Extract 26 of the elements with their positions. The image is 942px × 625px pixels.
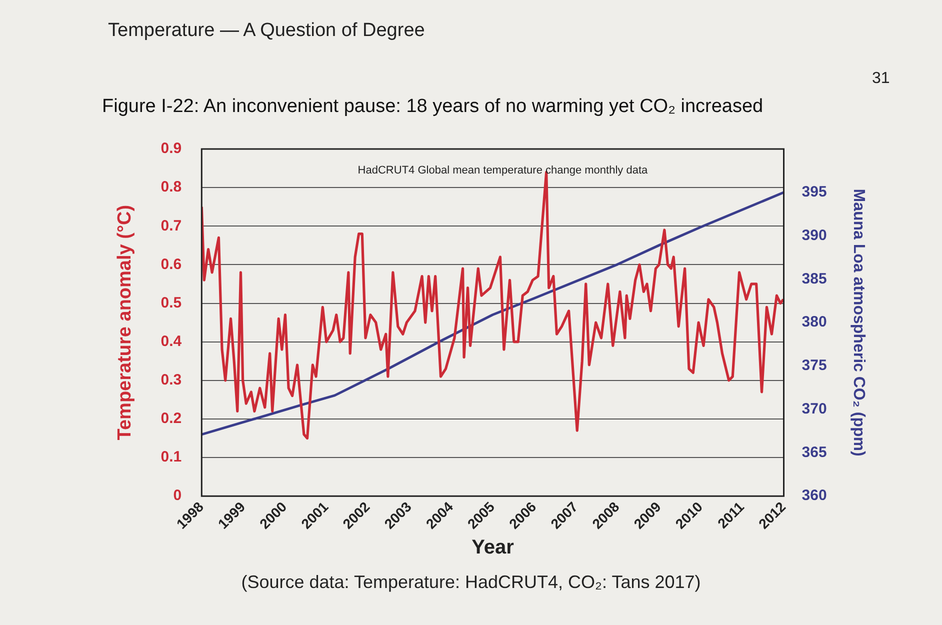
y-tick-label: 0.1: [160, 448, 182, 466]
y-tick-label: 0: [173, 487, 182, 504]
text: HadCRUT4 Global mean temperature change monthly data: [358, 164, 648, 177]
y2-tick-label: 385: [802, 270, 827, 288]
chart-title: Figure I-22: An inconvenient pause: 18 years of no warming yet CO₂ increased: [102, 96, 764, 118]
y2-tick-label: 380: [802, 314, 827, 331]
y-tick-label: 0.3: [160, 372, 182, 389]
y-tick-label: 0.9: [160, 140, 182, 158]
y-axis-title: Temperature anomaly (°C): [114, 204, 136, 440]
text: (Source data: Temperature: HadCRUT4, CO₂: Tans 2017): [240, 572, 702, 593]
y-tick-label: 0.4: [160, 332, 182, 350]
y-tick-label: 0.2: [160, 410, 182, 428]
y2-tick-label: 395: [802, 184, 827, 201]
y2-tick-label: 390: [802, 226, 827, 244]
y-tick-label: 0.7: [160, 217, 182, 234]
text: 31: [872, 70, 890, 88]
y2-tick-label: 370: [802, 400, 827, 418]
y-tick-label: 0.8: [160, 178, 182, 196]
y-tick-label: 0.5: [160, 294, 182, 312]
text: Temperature — A Question of Degree: [108, 20, 425, 42]
y2-axis-title: Mauna Loa atmospheric CO₂ (ppm): [850, 188, 867, 456]
y-tick-label: 0.6: [160, 256, 182, 273]
x-axis-title: Year: [472, 536, 514, 559]
y2-tick-label: 375: [802, 357, 827, 374]
y2-tick-label: 360: [802, 487, 827, 504]
y2-tick-label: 365: [802, 444, 827, 461]
